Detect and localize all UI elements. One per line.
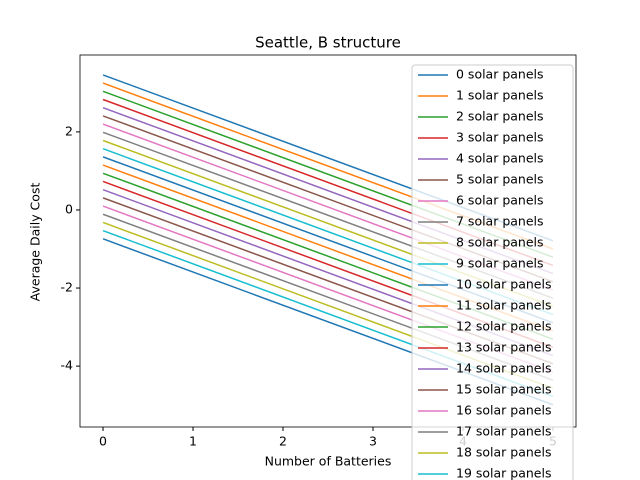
legend-label: 14 solar panels [456,361,551,376]
legend-label: 11 solar panels [456,298,551,313]
legend-label: 9 solar panels [456,256,544,271]
legend-label: 13 solar panels [456,340,551,355]
legend-label: 3 solar panels [456,130,544,145]
legend-label: 17 solar panels [456,424,551,439]
x-tick-label: 3 [369,434,377,449]
legend-label: 8 solar panels [456,235,544,250]
legend-label: 4 solar panels [456,151,544,166]
plot-frame [79,54,577,428]
legend-label: 7 solar panels [456,214,544,229]
legend-box [411,64,574,480]
x-tick-label: 1 [189,434,197,449]
y-tick-label: 2 [65,123,73,138]
legend-label: 18 solar panels [456,445,551,460]
x-tick-label: 2 [279,434,287,449]
x-tick-label: 0 [99,434,107,449]
legend-label: 2 solar panels [456,109,544,124]
chart-title: Seattle, B structure [255,34,401,52]
legend: 0 solar panels 1 solar panels 2 solar pane… [411,64,574,480]
legend-label: 5 solar panels [456,172,544,187]
y-tick-label: 0 [65,201,73,216]
x-axis-label: Number of Batteries [265,454,392,469]
y-tick-label: -2 [61,280,73,295]
legend-label: 0 solar panels [456,67,544,82]
legend-label: 15 solar panels [456,382,551,397]
legend-label: 19 solar panels [456,466,551,480]
legend-label: 10 solar panels [456,277,551,292]
legend-label: 1 solar panels [456,88,544,103]
legend-label: 16 solar panels [456,403,551,418]
y-tick-label: -4 [61,358,74,373]
legend-label: 12 solar panels [456,319,551,334]
y-axis-label: Average Daily Cost [28,183,43,302]
legend-label: 6 solar panels [456,193,544,208]
